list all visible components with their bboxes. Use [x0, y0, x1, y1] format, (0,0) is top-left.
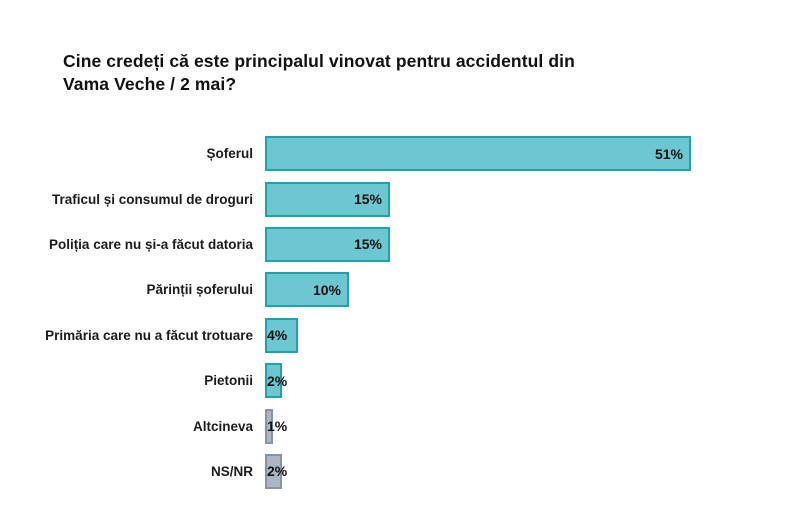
- value-label: 10%: [312, 281, 341, 298]
- bar: [265, 363, 282, 399]
- value-label: 2%: [267, 372, 288, 389]
- category-label: Traficul și consumul de droguri: [51, 191, 253, 207]
- chart-row: Pietonii 2%: [0, 358, 800, 403]
- chart-row: Traficul și consumul de droguri 15%: [0, 176, 800, 221]
- category-label: Altcineva: [192, 418, 253, 434]
- bar: [265, 226, 390, 262]
- category-label: Părinții șoferului: [146, 282, 253, 298]
- bar-track: 15%: [265, 226, 800, 262]
- chart-row: Șoferul 51%: [0, 131, 800, 176]
- chart-row: Poliția care nu și-a făcut datoria 15%: [0, 222, 800, 267]
- chart-title: Cine credeți că este principalul vinovat…: [63, 50, 683, 97]
- bar: [265, 181, 390, 217]
- chart-row: Altcineva 1%: [0, 403, 800, 448]
- bar: [265, 272, 349, 308]
- bar-track: 10%: [265, 272, 800, 308]
- chart-row: Primăria care nu a făcut trotuare 4%: [0, 313, 800, 358]
- category-label: Șoferul: [206, 146, 253, 162]
- category-label: NS/NR: [210, 463, 253, 479]
- bar: [265, 317, 298, 353]
- chart-row: Părinții șoferului 10%: [0, 267, 800, 312]
- bar-track: 2%: [265, 453, 800, 489]
- value-label: 2%: [267, 463, 288, 480]
- category-label: Poliția care nu și-a făcut datoria: [48, 236, 253, 252]
- bar-track: 4%: [265, 317, 800, 353]
- bar-track: 51%: [265, 136, 800, 172]
- value-label: 51%: [654, 145, 683, 162]
- chart-title-line-1: Cine credeți că este principalul vinovat…: [63, 51, 575, 71]
- chart-row: NS/NR 2%: [0, 449, 800, 494]
- chart-title-line-2: Vama Veche / 2 mai?: [63, 74, 237, 95]
- value-label: 15%: [353, 191, 382, 208]
- bar: [265, 453, 282, 489]
- value-label: 1%: [267, 418, 288, 435]
- bar-chart: Șoferul 51% Traficul și consumul de drogur…: [0, 131, 800, 494]
- bar-track: 1%: [265, 408, 800, 444]
- value-label: 4%: [267, 327, 288, 344]
- bar: [265, 136, 691, 172]
- value-label: 15%: [353, 236, 382, 253]
- bar-track: 15%: [265, 181, 800, 217]
- bar-track: 2%: [265, 363, 800, 399]
- category-label: Pietonii: [204, 373, 253, 389]
- category-label: Primăria care nu a făcut trotuare: [45, 327, 253, 343]
- bar: [265, 408, 273, 444]
